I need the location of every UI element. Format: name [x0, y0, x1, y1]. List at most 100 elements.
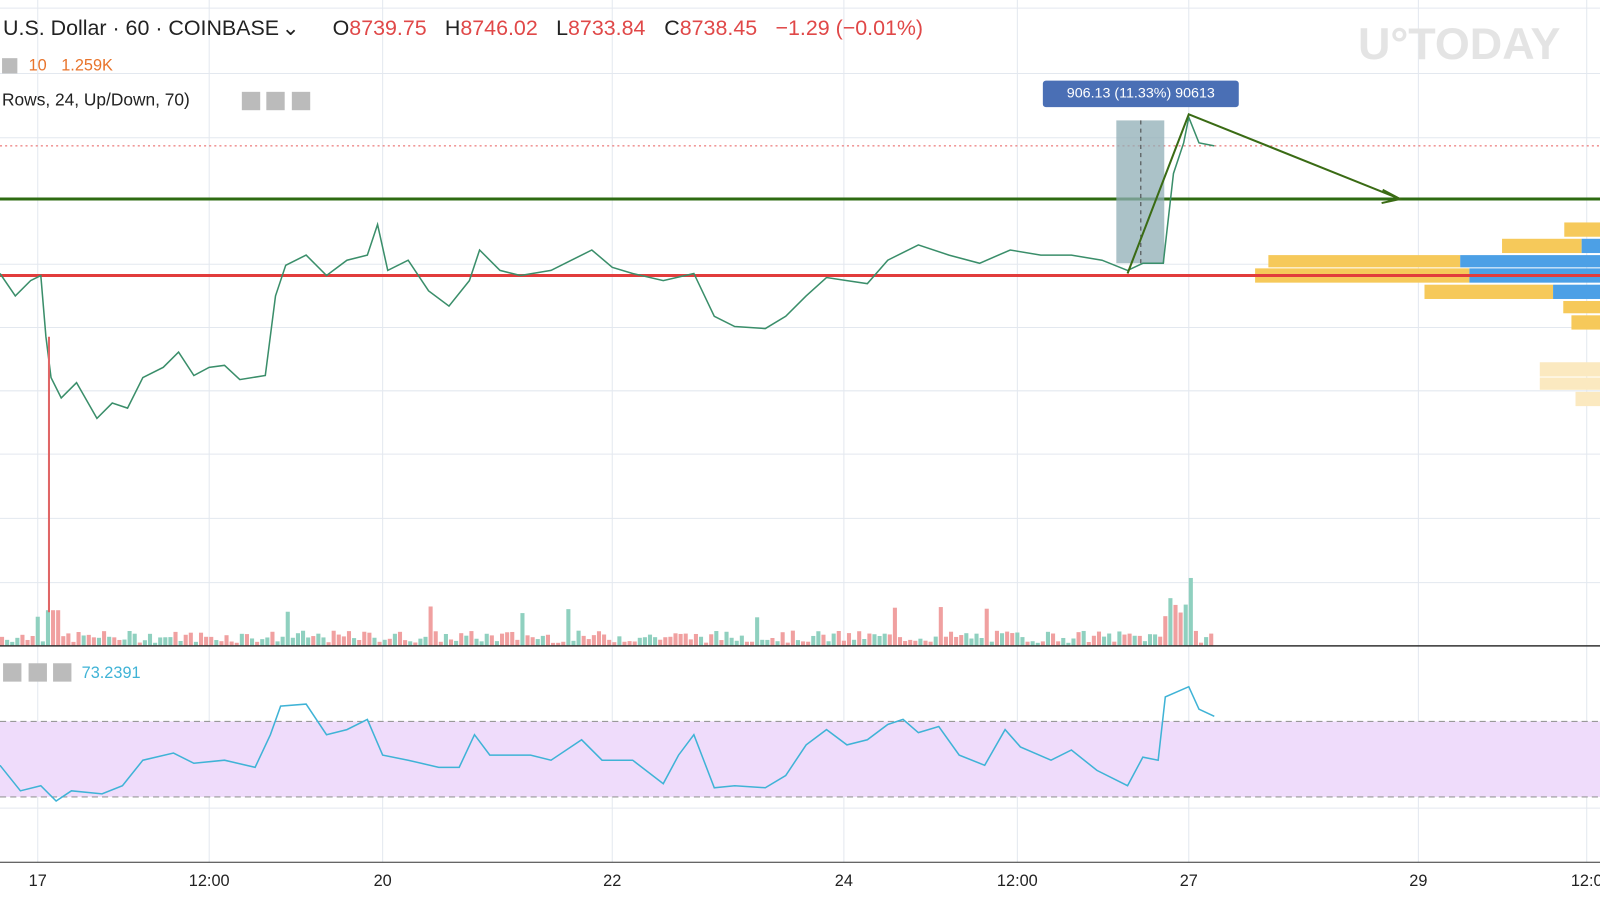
- volume-bar: [591, 635, 596, 646]
- volume-bar: [1107, 633, 1112, 646]
- volume-bar: [1204, 637, 1209, 646]
- time-axis: 17 12:00 20 22 24 12:00 27 29 12:0: [29, 872, 1600, 890]
- volume-bar: [545, 634, 550, 646]
- rsi-line: [0, 685, 1215, 803]
- volume-bar: [357, 640, 362, 646]
- volume-bar: [984, 608, 989, 646]
- icon-eye[interactable]: [241, 91, 261, 111]
- volume-bar: [1061, 637, 1066, 646]
- measure-label-bg: [1042, 80, 1239, 108]
- volume-bar: [612, 642, 617, 646]
- volume-bar: [35, 616, 40, 646]
- icon-close[interactable]: [291, 91, 311, 111]
- volume-bar: [663, 637, 668, 646]
- volume-bar: [1081, 630, 1086, 646]
- volume-bar: [571, 640, 576, 646]
- volume-bar: [658, 639, 663, 646]
- volume-bar: [1198, 642, 1204, 646]
- volume-bar: [30, 635, 35, 646]
- volume-bar: [821, 634, 826, 646]
- volume-bar: [653, 637, 658, 646]
- time-label: 27: [1180, 872, 1198, 890]
- volume-bar: [622, 641, 627, 646]
- volume-bar: [836, 631, 841, 646]
- volume-bar: [1183, 604, 1188, 646]
- volume-bar: [224, 635, 229, 646]
- volume-bar: [423, 636, 428, 646]
- volume-bar: [316, 633, 321, 646]
- volume-bar: [530, 637, 535, 646]
- volume-bar: [556, 642, 561, 646]
- volume-bar: [994, 630, 999, 646]
- volume-bar: [474, 638, 479, 646]
- volume-bar: [525, 635, 530, 646]
- indicator-icons: [3, 91, 311, 682]
- volume-bar: [209, 636, 214, 646]
- volume-bar: [535, 639, 540, 646]
- volume-bar: [336, 634, 341, 646]
- volume-bar: [857, 631, 862, 646]
- volume-bar: [540, 635, 545, 646]
- volume-bar: [438, 641, 443, 646]
- volume-bar: [734, 640, 739, 646]
- volume-bar: [892, 607, 897, 646]
- volume-bar: [1096, 631, 1102, 646]
- volume-bar: [403, 640, 408, 646]
- icon-close[interactable]: [53, 663, 72, 682]
- volume-bar: [964, 633, 969, 646]
- volume-bar: [719, 640, 724, 646]
- volume-bar: [596, 631, 602, 646]
- volume-bar: [285, 611, 290, 646]
- volume-bar: [505, 632, 510, 646]
- icon-settings[interactable]: [266, 91, 285, 111]
- volume-bar: [255, 641, 260, 646]
- volume-bar: [382, 639, 387, 646]
- volume-bar: [173, 631, 178, 646]
- volume-bar: [698, 636, 704, 646]
- volume-bar: [831, 633, 836, 646]
- volume-bar: [954, 636, 959, 646]
- volume-bar: [1015, 632, 1020, 646]
- volume-bar: [755, 617, 760, 646]
- volume-bar: [1173, 604, 1178, 646]
- volume-bar: [1076, 632, 1081, 646]
- volume-bar: [250, 638, 255, 646]
- volume-bar: [933, 636, 938, 646]
- volume-bar: [0, 636, 5, 646]
- volume-bar: [770, 638, 775, 646]
- volume-bar: [137, 642, 142, 646]
- volume-bar: [15, 637, 20, 646]
- icon-eye[interactable]: [3, 663, 22, 682]
- volume-bar: [102, 631, 107, 646]
- volume-bar: [260, 639, 265, 646]
- volume-bar: [1127, 633, 1132, 646]
- volume-bar: [331, 630, 336, 646]
- watermark: U°TODAY: [1358, 18, 1561, 69]
- volume-bar: [576, 630, 581, 646]
- arrow-head: [1381, 188, 1403, 205]
- close-icon[interactable]: [2, 58, 18, 74]
- volume-bar: [602, 634, 607, 646]
- volume-bar: [96, 637, 102, 646]
- volume-bar: [132, 633, 137, 646]
- volume-bar: [306, 637, 311, 646]
- volume-bar: [852, 639, 857, 646]
- volume-bar: [397, 631, 403, 646]
- icon-settings[interactable]: [28, 663, 47, 682]
- volume-bar: [581, 635, 586, 646]
- volume-bar: [923, 640, 928, 646]
- volume-bar: [979, 638, 984, 646]
- volume-bar: [668, 636, 673, 646]
- volume-bar: [709, 634, 714, 646]
- volume-bar: [76, 632, 81, 646]
- volume-bar: [882, 633, 887, 646]
- time-label: 20: [374, 872, 392, 890]
- price-line: [0, 114, 1215, 420]
- volume-bar: [693, 633, 698, 646]
- volume-bar: [392, 633, 397, 646]
- volume-bar: [1035, 642, 1040, 646]
- volume-bar: [61, 636, 66, 646]
- volume-bar: [607, 639, 612, 646]
